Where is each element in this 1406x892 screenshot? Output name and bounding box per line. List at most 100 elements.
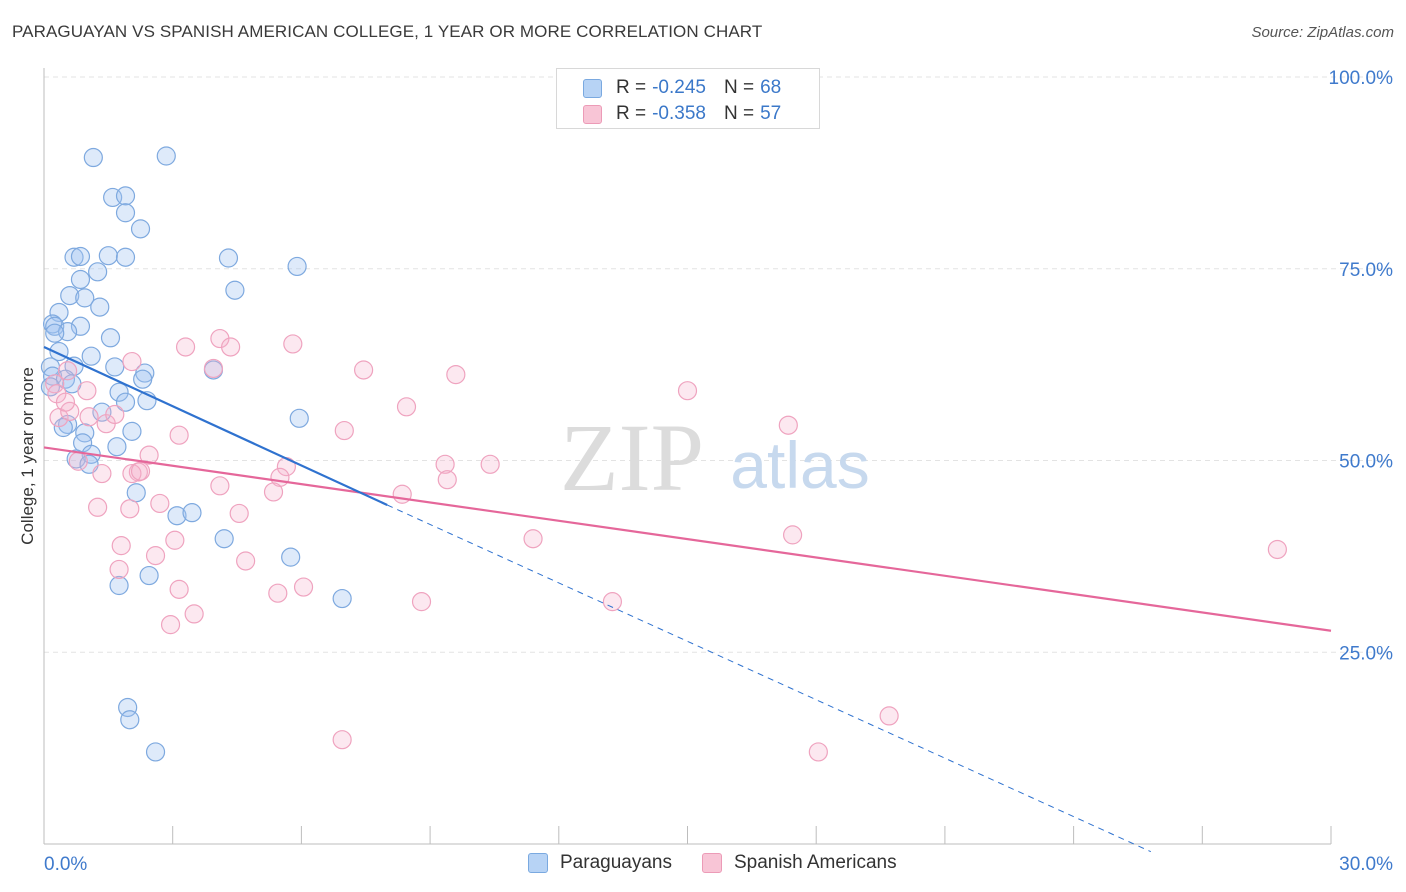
spanish-american-point	[57, 361, 78, 381]
paraguayan-point	[139, 565, 159, 586]
legend-n-value: 57	[760, 103, 782, 124]
legend-item-paraguayans[interactable]: Paraguayans	[528, 852, 672, 874]
spanish-american-point	[229, 503, 249, 524]
paraguayan-point	[115, 186, 136, 206]
spanish-american-point	[411, 592, 432, 612]
legend-n-label: N =	[723, 103, 755, 124]
spanish-american-point	[139, 445, 159, 465]
spanish-american-point	[169, 425, 189, 445]
paraguayan-point	[98, 246, 118, 266]
paraguayan-point	[167, 506, 187, 526]
paraguayan-point	[133, 369, 153, 389]
spanish-american-point	[105, 404, 125, 425]
spanish-american-point	[60, 401, 80, 422]
trend-lines	[43, 345, 1332, 853]
paraguayan-point	[287, 256, 307, 277]
legend-r-label: R =	[616, 103, 647, 124]
spanish-american-point	[334, 420, 354, 441]
spanish-american-point	[879, 706, 899, 726]
spanish-american-point	[145, 546, 166, 566]
spanish-american-point	[480, 454, 500, 474]
paraguayan-point	[83, 147, 103, 168]
paraguayan-point	[332, 588, 352, 609]
paraguayan-point	[90, 297, 110, 317]
x-tick-labels: 0.0% 30.0%	[44, 854, 1393, 875]
paraguayan-point	[115, 203, 136, 223]
paraguayan-point	[105, 357, 125, 377]
spanish-american-point	[160, 615, 181, 635]
legend-swatch-blue	[583, 78, 602, 98]
paraguayan-point	[45, 323, 65, 343]
paraguayan-point	[88, 262, 108, 282]
y-axis-label: College, 1 year or more	[18, 367, 37, 545]
paraguayan-point	[115, 247, 136, 267]
x-tick-label: 0.0%	[44, 854, 87, 875]
spanish-american-point	[92, 463, 112, 484]
spanish-american-point	[175, 337, 196, 357]
paraguayan-point	[79, 454, 99, 474]
paraguayan-point	[182, 503, 202, 523]
spanish-american-point	[332, 730, 352, 750]
spanish-american-point	[263, 482, 284, 502]
correlation-legend: R = -0.245 N = 68 R = -0.358 N = 57	[556, 68, 820, 129]
y-tick-label: 50.0%	[1339, 452, 1393, 473]
paraguayan-point	[214, 529, 234, 549]
spanish-americans-points	[45, 328, 1287, 762]
zipatlas-watermark: ZIP atlas	[560, 404, 870, 511]
spanish-american-point	[268, 583, 288, 603]
paraguayan-point	[281, 547, 301, 567]
spanish-american-point	[236, 551, 256, 571]
watermark-atlas: atlas	[730, 428, 869, 502]
paraguayan-point	[60, 285, 80, 306]
spanish-american-point	[783, 525, 803, 545]
spanish-american-point	[221, 337, 241, 357]
paraguayan-point	[118, 697, 138, 718]
spanish-american-point	[293, 577, 314, 597]
legend-row-spanish-americans: R = -0.358 N = 57	[583, 103, 799, 125]
paraguayan-point	[81, 346, 101, 366]
legend-swatch-pink	[701, 853, 722, 873]
spanish-american-point	[111, 536, 131, 556]
paraguayan-point	[130, 219, 151, 239]
legend-label-paraguayans: Paraguayans	[560, 852, 672, 873]
spanish-american-point	[109, 559, 129, 580]
source-label: Source: ZipAtlas.com	[1251, 24, 1394, 41]
spanish-american-point	[602, 592, 623, 612]
paraguayan-point	[115, 392, 136, 412]
spanish-american-point	[122, 351, 142, 372]
legend-n-value: 68	[760, 77, 782, 98]
spanish-american-point	[446, 364, 466, 385]
paraguayan-point	[122, 421, 142, 441]
spanish-american-point	[210, 476, 230, 496]
legend-swatch-pink	[583, 104, 602, 124]
paraguayan-point	[75, 288, 95, 308]
spanish-american-point	[68, 451, 88, 471]
spanish-american-point	[77, 381, 97, 401]
chart-title: PARAGUAYAN VS SPANISH AMERICAN COLLEGE, …	[12, 22, 763, 41]
spanish-american-point	[165, 530, 185, 550]
paraguayan-point	[70, 269, 91, 290]
spanish-american-point	[437, 470, 457, 490]
spanish-american-point	[808, 742, 828, 762]
legend-item-spanish-americans[interactable]: Spanish Americans	[701, 852, 897, 874]
spanish-american-point	[283, 334, 303, 354]
paraguayan-point	[70, 246, 91, 267]
spanish-american-point	[396, 397, 417, 417]
paraguayan-point	[64, 247, 84, 267]
paraguayan-point	[218, 248, 239, 268]
spanish-american-point	[79, 407, 99, 427]
paraguayans-trend-line	[43, 345, 388, 506]
watermark-zip: ZIP	[560, 404, 704, 511]
y-tick-labels: 100.0% 75.0% 50.0% 25.0%	[1329, 68, 1394, 664]
legend-label-spanish-americans: Spanish Americans	[733, 852, 897, 873]
spanish-american-point	[88, 497, 108, 517]
y-tick-label: 75.0%	[1339, 260, 1393, 281]
x-tick-label: 30.0%	[1339, 854, 1393, 875]
paraguayan-point	[100, 328, 121, 348]
legend-n-label: N =	[723, 77, 755, 98]
spanish-american-point	[523, 529, 543, 549]
spanish-americans-trend-line	[43, 446, 1332, 632]
paraguayan-point	[156, 146, 176, 166]
paraguayan-point	[145, 742, 166, 762]
